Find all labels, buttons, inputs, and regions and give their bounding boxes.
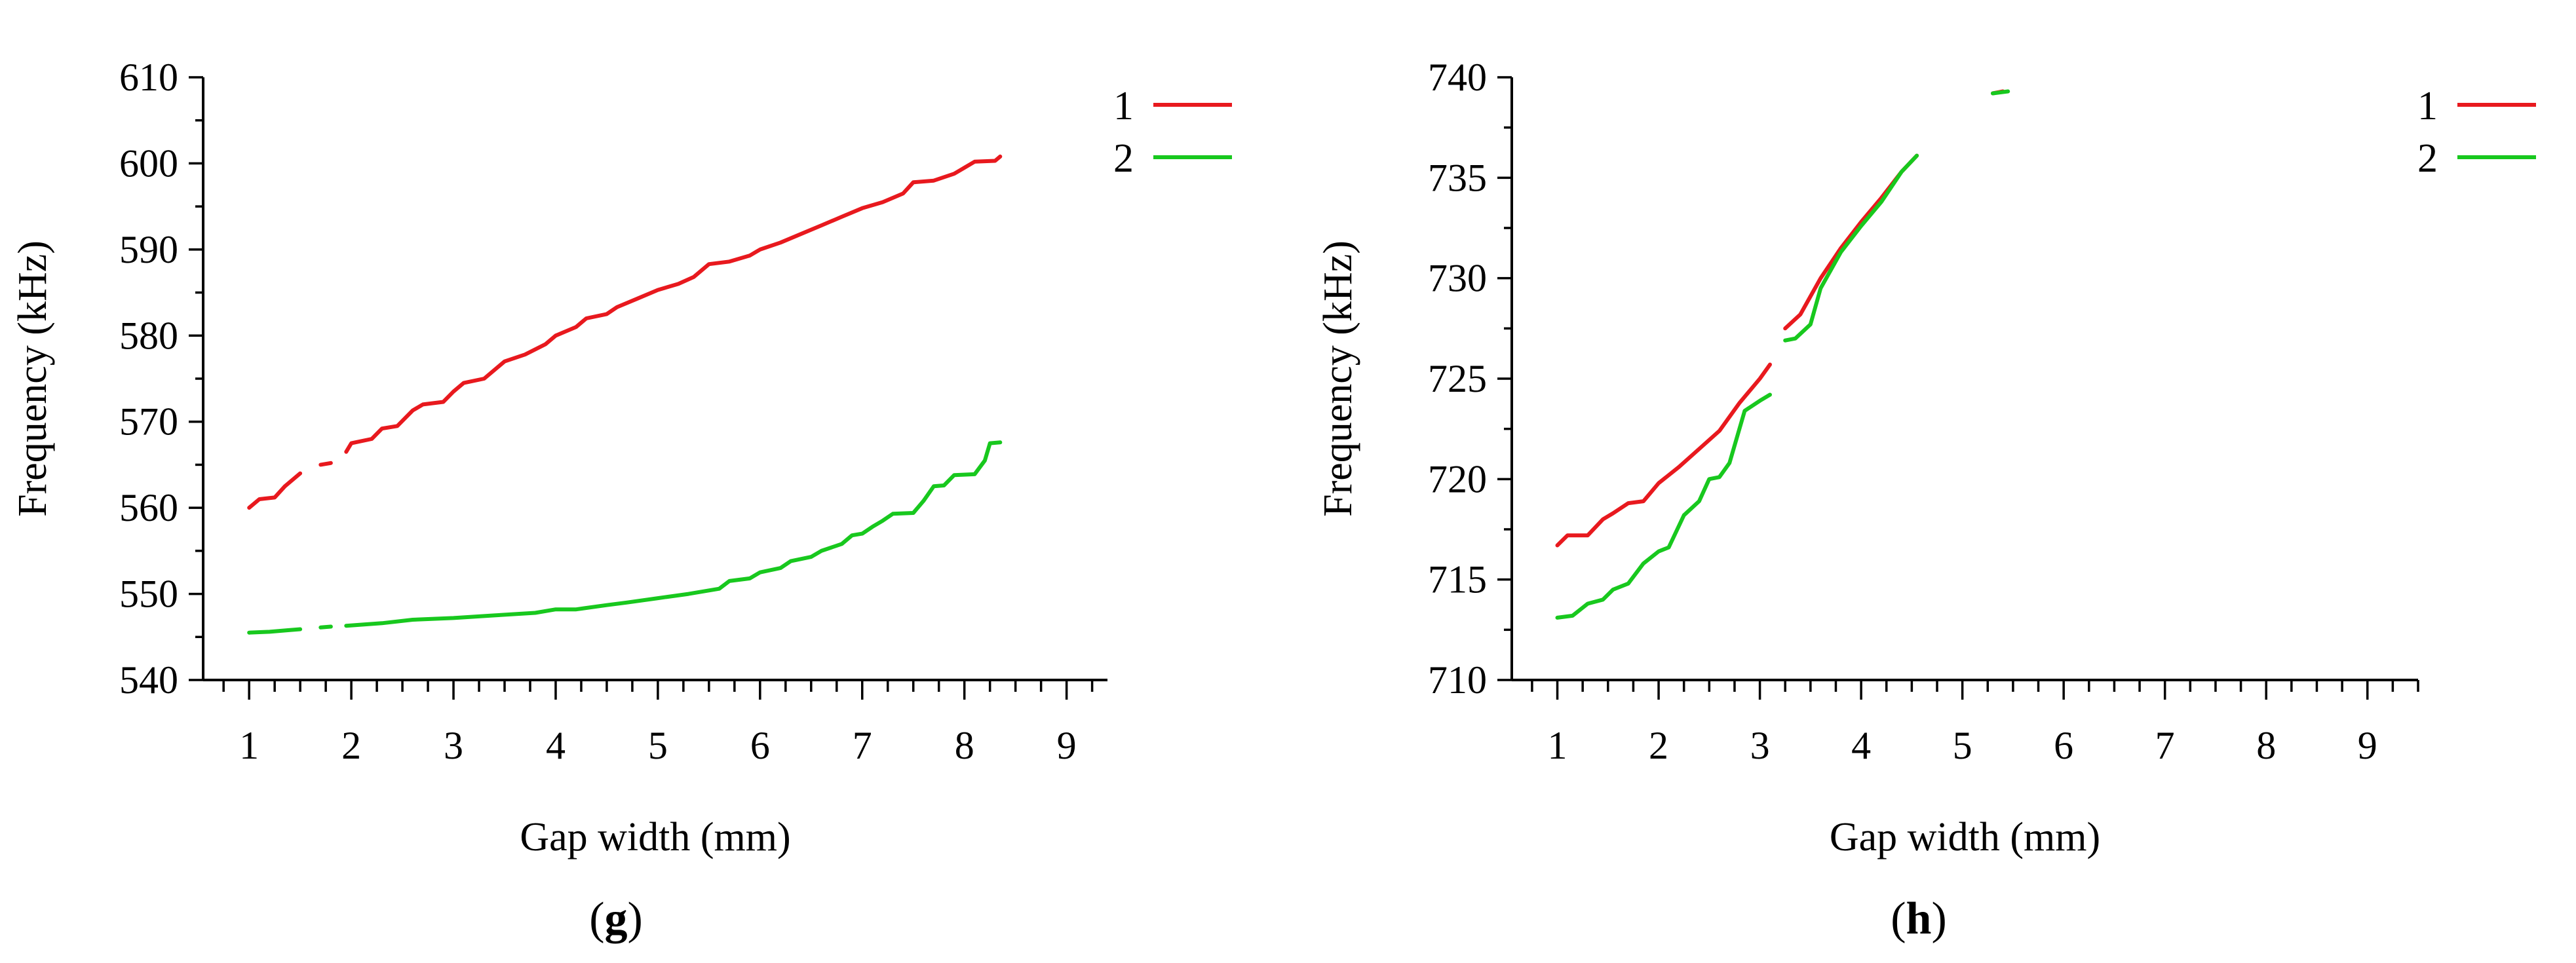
- x-tick-label: 3: [444, 724, 463, 767]
- series-2-line-segment: [1783, 153, 1919, 343]
- panel-g-chart: 540 550 560 570 580 590 600 610 1 2 3 4 5 6 7 8 9 Gap wid…: [10, 56, 1232, 944]
- x-tick-label: 8: [2256, 724, 2276, 767]
- x-tick-label: 5: [1953, 724, 1972, 767]
- y-tick-label: 710: [1428, 658, 1487, 702]
- legend-label-2: 2: [1113, 136, 1134, 181]
- x-axis-title: Gap width (mm): [520, 815, 790, 859]
- series-1: [1555, 89, 2005, 548]
- series-1-line-segment: [247, 471, 303, 510]
- x-tick-label: 3: [1750, 724, 1770, 767]
- x-tick-label: 9: [2358, 724, 2377, 767]
- legend-label-1: 1: [1113, 84, 1134, 128]
- legend-label-2: 2: [2417, 136, 2438, 181]
- x-tick-label: 1: [239, 724, 259, 767]
- series-1: [247, 154, 1003, 510]
- y-tick-label: 735: [1428, 156, 1487, 199]
- y-tick-label: 725: [1428, 357, 1487, 400]
- y-tick-label: 550: [119, 573, 178, 616]
- y-axis-title: Frequency (kHz): [10, 240, 55, 517]
- y-tick-label: 600: [119, 142, 178, 185]
- x-tick-label: 9: [1057, 724, 1077, 767]
- series-2: [247, 440, 1003, 635]
- y-tick-label: 570: [119, 400, 178, 444]
- series-2-line-segment: [318, 624, 333, 630]
- series-2-line-segment: [1555, 392, 1772, 620]
- y-tick-label: 720: [1428, 457, 1487, 500]
- panel-letter: h: [1906, 894, 1932, 944]
- panel-label: (h): [1891, 894, 1947, 944]
- y-tick-label: 715: [1428, 558, 1487, 601]
- x-axis-title: Gap width (mm): [1830, 815, 2100, 859]
- legend-label-1: 1: [2417, 84, 2438, 128]
- x-tick-label: 6: [750, 724, 770, 767]
- y-tick-label: 740: [1428, 56, 1487, 99]
- x-tick-label: 2: [1649, 724, 1668, 767]
- panel-h-chart: 710 715 720 725 730 735 740 1 2 3 4 5 6 7 8 9 Gap width …: [1316, 56, 2536, 944]
- x-tick-label: 5: [648, 724, 668, 767]
- y-tick-label: 580: [119, 314, 178, 357]
- y-tick-label: 560: [119, 486, 178, 529]
- series-2-line-segment: [247, 627, 303, 635]
- panel-letter: g: [605, 894, 628, 944]
- series-1-line-segment: [1555, 362, 1772, 548]
- x-tick-label: 1: [1548, 724, 1567, 767]
- x-tick-label: 4: [1851, 724, 1871, 767]
- x-tick-label: 4: [546, 724, 566, 767]
- y-axis-title: Frequency (kHz): [1316, 240, 1360, 517]
- x-tick-label: 6: [2054, 724, 2073, 767]
- x-tick-label: 8: [955, 724, 974, 767]
- series-2-line-segment: [1991, 89, 2010, 96]
- series-1-line-segment: [318, 461, 333, 467]
- y-tick-label: 590: [119, 228, 178, 271]
- x-tick-label: 7: [2155, 724, 2175, 767]
- series-2: [1555, 89, 2010, 620]
- y-tick-label: 540: [119, 658, 178, 702]
- panel-label: (g): [589, 894, 643, 944]
- series-2-line-segment: [344, 440, 1003, 628]
- y-tick-label: 730: [1428, 257, 1487, 300]
- series-1-line-segment: [344, 154, 1003, 454]
- x-tick-label: 2: [341, 724, 361, 767]
- y-tick-label: 610: [119, 56, 178, 99]
- x-tick-label: 7: [853, 724, 872, 767]
